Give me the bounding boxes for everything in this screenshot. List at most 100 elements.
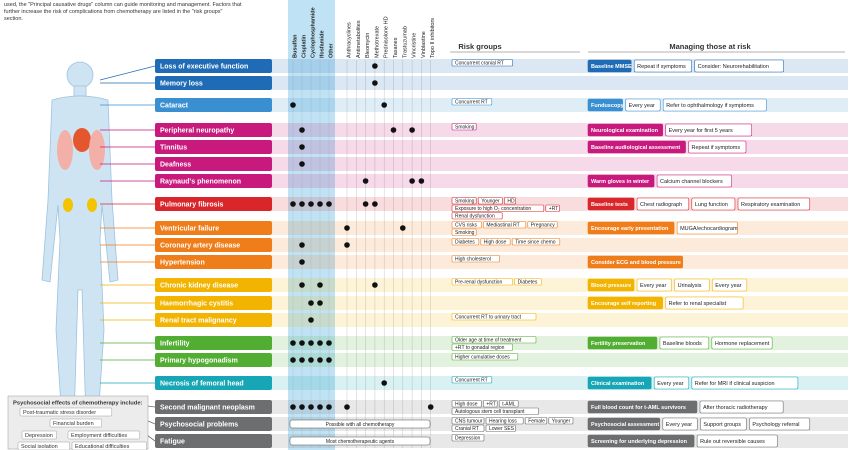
row-band — [272, 174, 848, 188]
row-label-bg — [155, 353, 272, 367]
risk-text: High dose — [455, 401, 478, 407]
manage-box — [636, 197, 690, 211]
risk-text: Diabetes — [518, 279, 538, 285]
drug-dot — [299, 161, 305, 167]
risk-box — [451, 353, 519, 361]
risk-box — [451, 197, 477, 205]
drug-dot — [372, 63, 378, 69]
drug-dot — [372, 282, 378, 288]
row-label-bg — [155, 400, 272, 414]
manage-box — [587, 400, 698, 414]
row-label: Cataract — [160, 102, 189, 109]
risk-text: Younger — [552, 418, 571, 424]
risk-text: Older age at time of treatment — [455, 337, 522, 343]
manage-text: Repeat if symptoms — [692, 145, 741, 151]
psychosocial-item: Financial burden — [53, 421, 94, 427]
risk-text: HD — [507, 198, 515, 204]
risk-text: Cranial RT — [455, 426, 479, 432]
manage-group: Warm gloves in winter Calcium channel blo… — [587, 174, 732, 188]
manage-box — [676, 221, 738, 235]
drug-dot — [299, 357, 305, 363]
manage-text: Refer to renal specialist — [669, 301, 727, 307]
psychosocial-item-box — [49, 418, 102, 428]
risk-text: Mediastinal RT — [486, 222, 519, 228]
manage-group: Neurological examination Every year for f… — [587, 123, 753, 137]
row-band — [272, 157, 848, 171]
drug-header: Ifosfamide — [319, 30, 325, 58]
drug-dot — [344, 242, 350, 248]
risk-box — [483, 400, 498, 408]
row-label: Fatigue — [160, 438, 185, 445]
drug-dot — [299, 404, 305, 410]
manage-box — [587, 123, 663, 137]
risk-box — [545, 204, 560, 212]
risk-box — [451, 376, 493, 384]
manage-group: Psychosocial assessment Every year Support… — [587, 417, 811, 431]
row-label-bg — [155, 140, 272, 154]
risk-box — [524, 417, 548, 425]
risk-box — [451, 228, 477, 236]
psychosocial-item: Depression — [25, 433, 53, 439]
psychosocial-item-box — [67, 430, 140, 440]
risk-box — [527, 221, 558, 229]
manage-box — [587, 197, 635, 211]
manage-box — [691, 376, 799, 390]
drug-header: Busulfan — [292, 34, 298, 58]
manage-text: Clinical examination — [591, 381, 645, 387]
manage-box — [587, 376, 652, 390]
drug-dot — [308, 317, 314, 323]
row-label-bg — [155, 238, 272, 252]
drug-dot — [299, 340, 305, 346]
manage-group: Funduscopy Every year Refer to ophthalmolo… — [587, 98, 767, 112]
risk-text: High cholesterol — [455, 256, 491, 262]
drug-dot — [372, 201, 378, 207]
drug-dot — [317, 357, 323, 363]
span-box — [289, 436, 431, 446]
drug-dot — [317, 201, 323, 207]
manage-box — [662, 98, 767, 112]
psychosocial-item: Post-traumatic stress disorder — [23, 410, 96, 416]
risk-box — [451, 212, 503, 220]
drug-header: Cyclophosphamide — [310, 7, 316, 58]
risk-text: t-AML — [502, 401, 516, 407]
drug-dot — [308, 300, 314, 306]
row-label-bg — [155, 221, 272, 235]
row-band — [272, 123, 848, 137]
manage-text: Baseline MMSE — [591, 64, 632, 70]
risk-text: Smoking — [455, 230, 475, 236]
risk-box — [451, 278, 513, 286]
risk-text: Renal dysfunction — [455, 213, 495, 219]
manage-box — [587, 255, 683, 269]
manage-box — [587, 140, 686, 154]
risk-text: Smoking — [455, 198, 475, 204]
drug-header: Antimetabolites — [356, 20, 362, 58]
row-label: Memory loss — [160, 80, 203, 87]
row-label-bg — [155, 434, 272, 448]
risk-text: Female — [528, 418, 545, 424]
drug-dot — [317, 404, 323, 410]
row-band — [272, 255, 848, 269]
manage-group: Full blood count for t-AML survivors Afte… — [587, 400, 784, 414]
manage-text: Hormone replacement — [715, 341, 770, 347]
risk-text: Time since chemo — [515, 239, 556, 245]
drug-dot — [299, 144, 305, 150]
drug-dot — [326, 340, 332, 346]
row-label: Primary hypogonadism — [160, 357, 238, 364]
manage-box — [665, 123, 753, 137]
drug-dot — [409, 127, 415, 133]
manage-box — [587, 417, 661, 431]
manage-box — [625, 98, 661, 112]
row-label: Peripheral neuropathy — [160, 127, 234, 134]
manage-box — [587, 296, 663, 310]
manage-box — [587, 98, 623, 112]
risk-header: Risk groups — [458, 42, 501, 51]
manage-box — [587, 336, 658, 350]
row-band — [272, 353, 848, 367]
manage-text: Encourage self reporting — [591, 301, 656, 307]
risk-box — [451, 343, 513, 351]
psychosocial-item-box — [71, 441, 147, 450]
drug-dot — [344, 225, 350, 231]
psychosocial-item-box — [21, 430, 57, 440]
manage-text: Repeat if symptoms — [637, 64, 686, 70]
